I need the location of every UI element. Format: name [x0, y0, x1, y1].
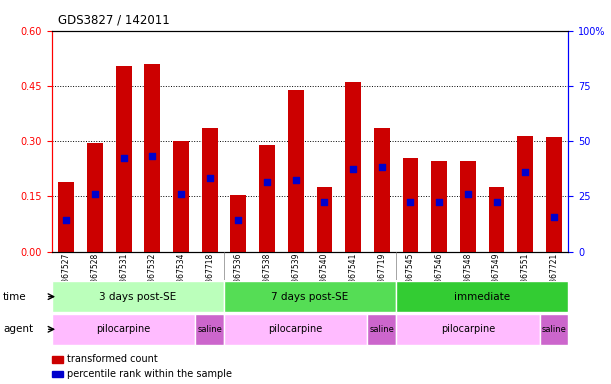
Bar	[374, 128, 390, 252]
Point	[90, 191, 100, 197]
Bar	[52, 314, 196, 345]
Text: pilocarpine: pilocarpine	[441, 324, 495, 334]
Text: GDS3827 / 142011: GDS3827 / 142011	[58, 14, 170, 27]
Text: GSM367546: GSM367546	[434, 253, 444, 300]
Bar	[540, 314, 568, 345]
Text: 3 days post-SE: 3 days post-SE	[100, 291, 177, 302]
Bar	[144, 64, 160, 252]
Bar	[59, 182, 74, 252]
Text: GSM367538: GSM367538	[263, 253, 271, 300]
Bar	[224, 314, 367, 345]
Text: GSM367718: GSM367718	[205, 253, 214, 299]
Text: GSM367528: GSM367528	[90, 253, 100, 299]
Bar	[288, 89, 304, 252]
Text: GSM367532: GSM367532	[148, 253, 157, 300]
Text: saline: saline	[197, 325, 222, 334]
Bar	[202, 128, 218, 252]
Bar	[403, 158, 419, 252]
Text: GSM367534: GSM367534	[177, 253, 186, 300]
Bar	[52, 281, 224, 312]
Bar	[460, 161, 476, 252]
Text: GSM367548: GSM367548	[463, 253, 472, 300]
Bar	[224, 281, 396, 312]
Text: time: time	[3, 291, 27, 302]
Point	[434, 199, 444, 205]
Point	[119, 155, 128, 161]
Bar	[196, 314, 224, 345]
Point	[205, 175, 214, 181]
Text: GSM367541: GSM367541	[349, 253, 357, 300]
Point	[348, 166, 358, 172]
Point	[291, 177, 301, 183]
Text: agent: agent	[3, 324, 33, 334]
Text: transformed count: transformed count	[67, 354, 158, 364]
Text: 7 days post-SE: 7 days post-SE	[271, 291, 349, 302]
Text: GSM367527: GSM367527	[62, 253, 71, 300]
Bar	[230, 195, 246, 252]
Point	[377, 164, 387, 170]
Point	[463, 191, 473, 197]
Point	[233, 217, 243, 223]
Bar	[396, 281, 568, 312]
Bar	[87, 143, 103, 252]
Text: saline: saline	[370, 325, 394, 334]
Point	[147, 153, 157, 159]
Text: GSM367539: GSM367539	[291, 253, 300, 300]
Text: GSM367531: GSM367531	[119, 253, 128, 300]
Bar	[115, 66, 131, 252]
Point	[492, 199, 502, 205]
Point	[176, 191, 186, 197]
Text: percentile rank within the sample: percentile rank within the sample	[67, 369, 232, 379]
Point	[61, 217, 71, 223]
Text: immediate: immediate	[454, 291, 510, 302]
Text: pilocarpine: pilocarpine	[269, 324, 323, 334]
Text: GSM367545: GSM367545	[406, 253, 415, 300]
Bar	[518, 136, 533, 252]
Point	[320, 199, 329, 205]
Bar	[546, 137, 562, 252]
Text: GSM367551: GSM367551	[521, 253, 530, 300]
Bar	[316, 187, 332, 252]
Text: GSM367549: GSM367549	[492, 253, 501, 300]
Bar	[173, 141, 189, 252]
Bar	[345, 82, 361, 252]
Point	[406, 199, 415, 205]
Text: saline: saline	[541, 325, 566, 334]
Bar	[396, 314, 540, 345]
Text: pilocarpine: pilocarpine	[97, 324, 151, 334]
Point	[521, 169, 530, 175]
Text: GSM367540: GSM367540	[320, 253, 329, 300]
Bar	[431, 161, 447, 252]
Text: GSM367719: GSM367719	[377, 253, 386, 300]
Text: GSM367721: GSM367721	[549, 253, 558, 299]
Point	[549, 214, 559, 220]
Bar	[259, 145, 275, 252]
Bar	[367, 314, 396, 345]
Text: GSM367536: GSM367536	[234, 253, 243, 300]
Point	[262, 179, 272, 185]
Bar	[489, 187, 505, 252]
